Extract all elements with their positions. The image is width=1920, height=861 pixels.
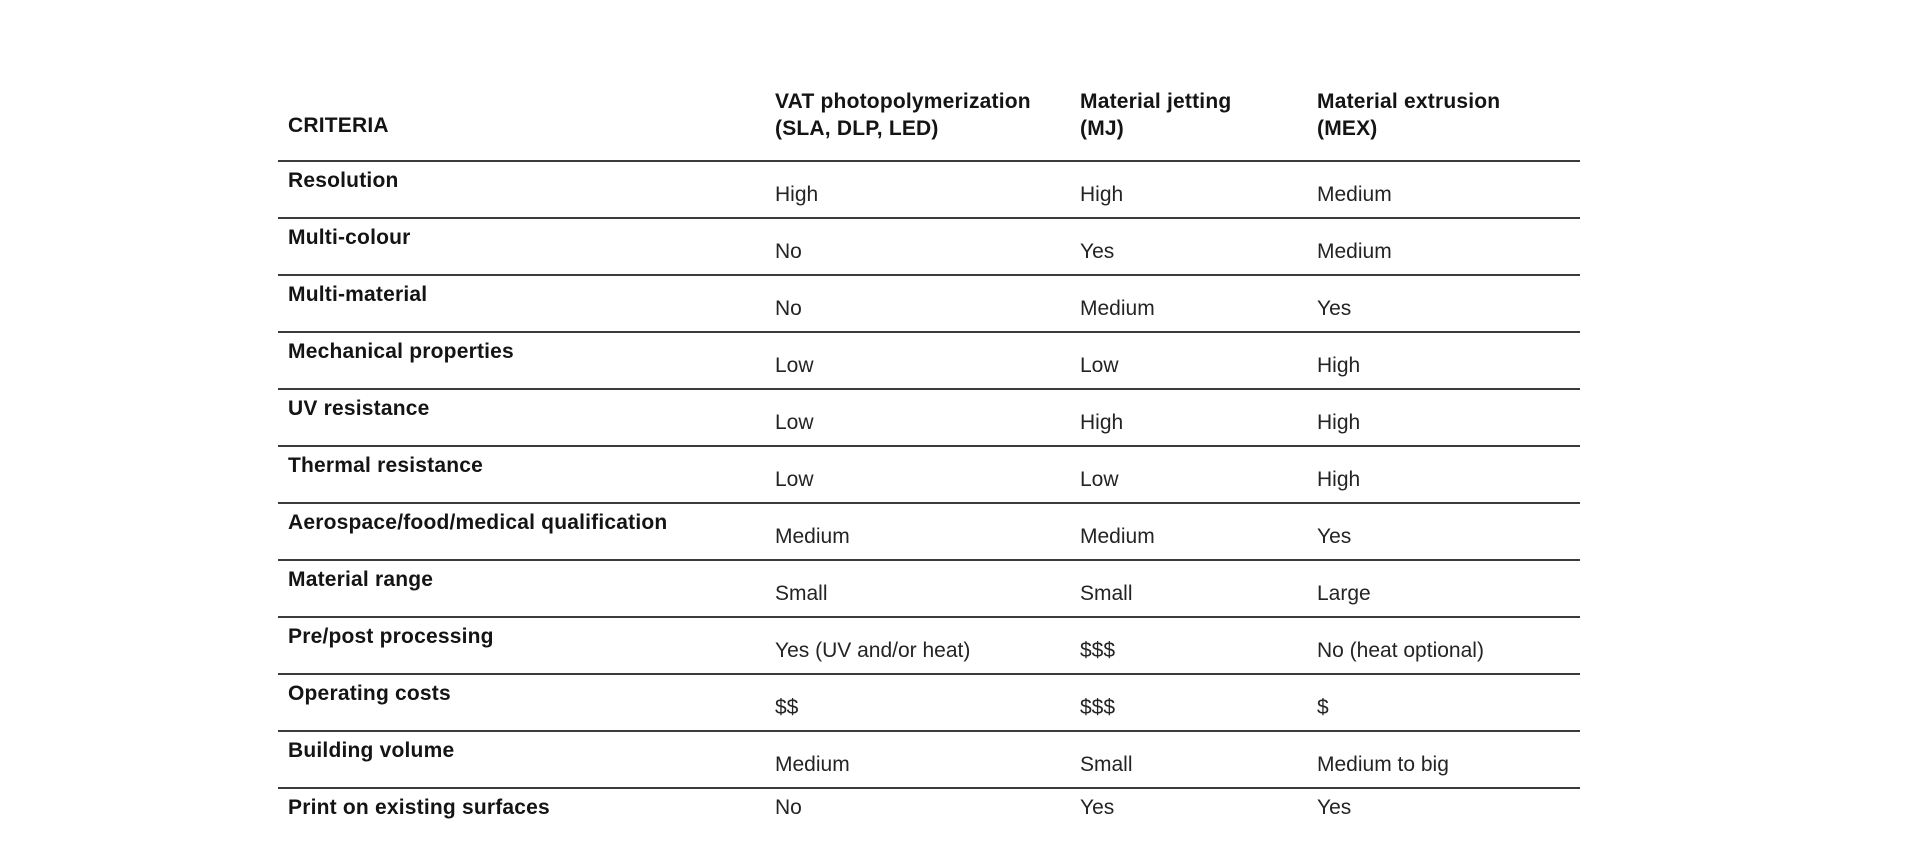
value-cell: High	[1080, 183, 1124, 206]
criteria-cell: UV resistance	[288, 397, 430, 420]
value-cell: $$$	[1080, 696, 1116, 719]
value-cell: Low	[775, 354, 814, 377]
value-cell: High	[1317, 468, 1361, 491]
criteria-cell: Multi-colour	[288, 226, 411, 249]
value-cell: Yes (UV and/or heat)	[775, 639, 971, 662]
value-cell: Large	[1317, 582, 1371, 605]
criteria-cell: Material range	[288, 568, 434, 591]
table-row: Aerospace/food/medical qualification Medi…	[278, 504, 1580, 561]
table-row: Thermal resistance Low Low High	[278, 447, 1580, 504]
value-cell: Yes	[1317, 297, 1352, 320]
table-row: Building volume Medium Small Medium to big	[278, 732, 1580, 789]
criteria-cell: Pre/post processing	[288, 625, 494, 648]
value-cell: High	[1317, 354, 1361, 377]
criteria-cell: Resolution	[288, 169, 399, 192]
value-cell: Medium	[1317, 183, 1392, 206]
criteria-cell: Building volume	[288, 739, 455, 762]
criteria-cell: Multi-material	[288, 283, 428, 306]
value-cell: Low	[775, 411, 814, 434]
value-cell: Yes	[1080, 796, 1115, 819]
header-vat-photopolymerization: VAT photopolymerization (SLA, DLP, LED)	[775, 88, 1080, 160]
value-cell: No	[775, 297, 802, 320]
table-row: Multi-colour No Yes Medium	[278, 219, 1580, 276]
criteria-cell: Operating costs	[288, 682, 451, 705]
header-mex-line1: Material extrusion	[1317, 90, 1501, 113]
header-vat-line1: VAT photopolymerization	[775, 90, 1031, 113]
header-material-extrusion: Material extrusion (MEX)	[1317, 88, 1580, 160]
table-row: Mechanical properties Low Low High	[278, 333, 1580, 390]
value-cell: Medium	[775, 753, 850, 776]
header-mj-line1: Material jetting	[1080, 90, 1232, 113]
value-cell: Small	[775, 582, 828, 605]
value-cell: Medium	[1080, 297, 1155, 320]
value-cell: No	[775, 240, 802, 263]
header-criteria: CRITERIA	[288, 114, 389, 137]
header-mj-line2: (MJ)	[1080, 117, 1124, 140]
table-header-row: CRITERIA VAT photopolymerization (SLA, D…	[278, 88, 1580, 162]
value-cell: Yes	[1317, 796, 1352, 819]
value-cell: Small	[1080, 582, 1133, 605]
value-cell: No (heat optional)	[1317, 639, 1484, 662]
criteria-cell: Mechanical properties	[288, 340, 514, 363]
value-cell: $	[1317, 696, 1329, 719]
value-cell: $$$	[1080, 639, 1116, 662]
value-cell: Yes	[1080, 240, 1115, 263]
value-cell: Medium	[775, 525, 850, 548]
header-vat-line2: (SLA, DLP, LED)	[775, 117, 939, 140]
table-row: Operating costs $$ $$$ $	[278, 675, 1580, 732]
value-cell: Medium	[1317, 240, 1392, 263]
value-cell: Low	[1080, 468, 1119, 491]
value-cell: High	[775, 183, 819, 206]
criteria-cell: Aerospace/food/medical qualification	[288, 511, 668, 534]
table-row: Print on existing surfaces No Yes Yes	[278, 789, 1580, 823]
table-row: Multi-material No Medium Yes	[278, 276, 1580, 333]
value-cell: Yes	[1317, 525, 1352, 548]
table-row: UV resistance Low High High	[278, 390, 1580, 447]
value-cell: $$	[775, 696, 799, 719]
value-cell: No	[775, 796, 802, 819]
table-row: Resolution High High Medium	[278, 162, 1580, 219]
table-row: Pre/post processing Yes (UV and/or heat) $…	[278, 618, 1580, 675]
value-cell: Medium	[1080, 525, 1155, 548]
comparison-table: CRITERIA VAT photopolymerization (SLA, D…	[278, 88, 1580, 823]
header-material-jetting: Material jetting (MJ)	[1080, 88, 1317, 160]
value-cell: Low	[775, 468, 814, 491]
value-cell: High	[1080, 411, 1124, 434]
header-mex-line2: (MEX)	[1317, 117, 1378, 140]
criteria-cell: Print on existing surfaces	[288, 796, 550, 819]
value-cell: Low	[1080, 354, 1119, 377]
table-row: Material range Small Small Large	[278, 561, 1580, 618]
value-cell: Small	[1080, 753, 1133, 776]
table-body: Resolution High High Medium Multi-colour No Ye…	[278, 162, 1580, 823]
value-cell: Medium to big	[1317, 753, 1449, 776]
value-cell: High	[1317, 411, 1361, 434]
criteria-cell: Thermal resistance	[288, 454, 484, 477]
